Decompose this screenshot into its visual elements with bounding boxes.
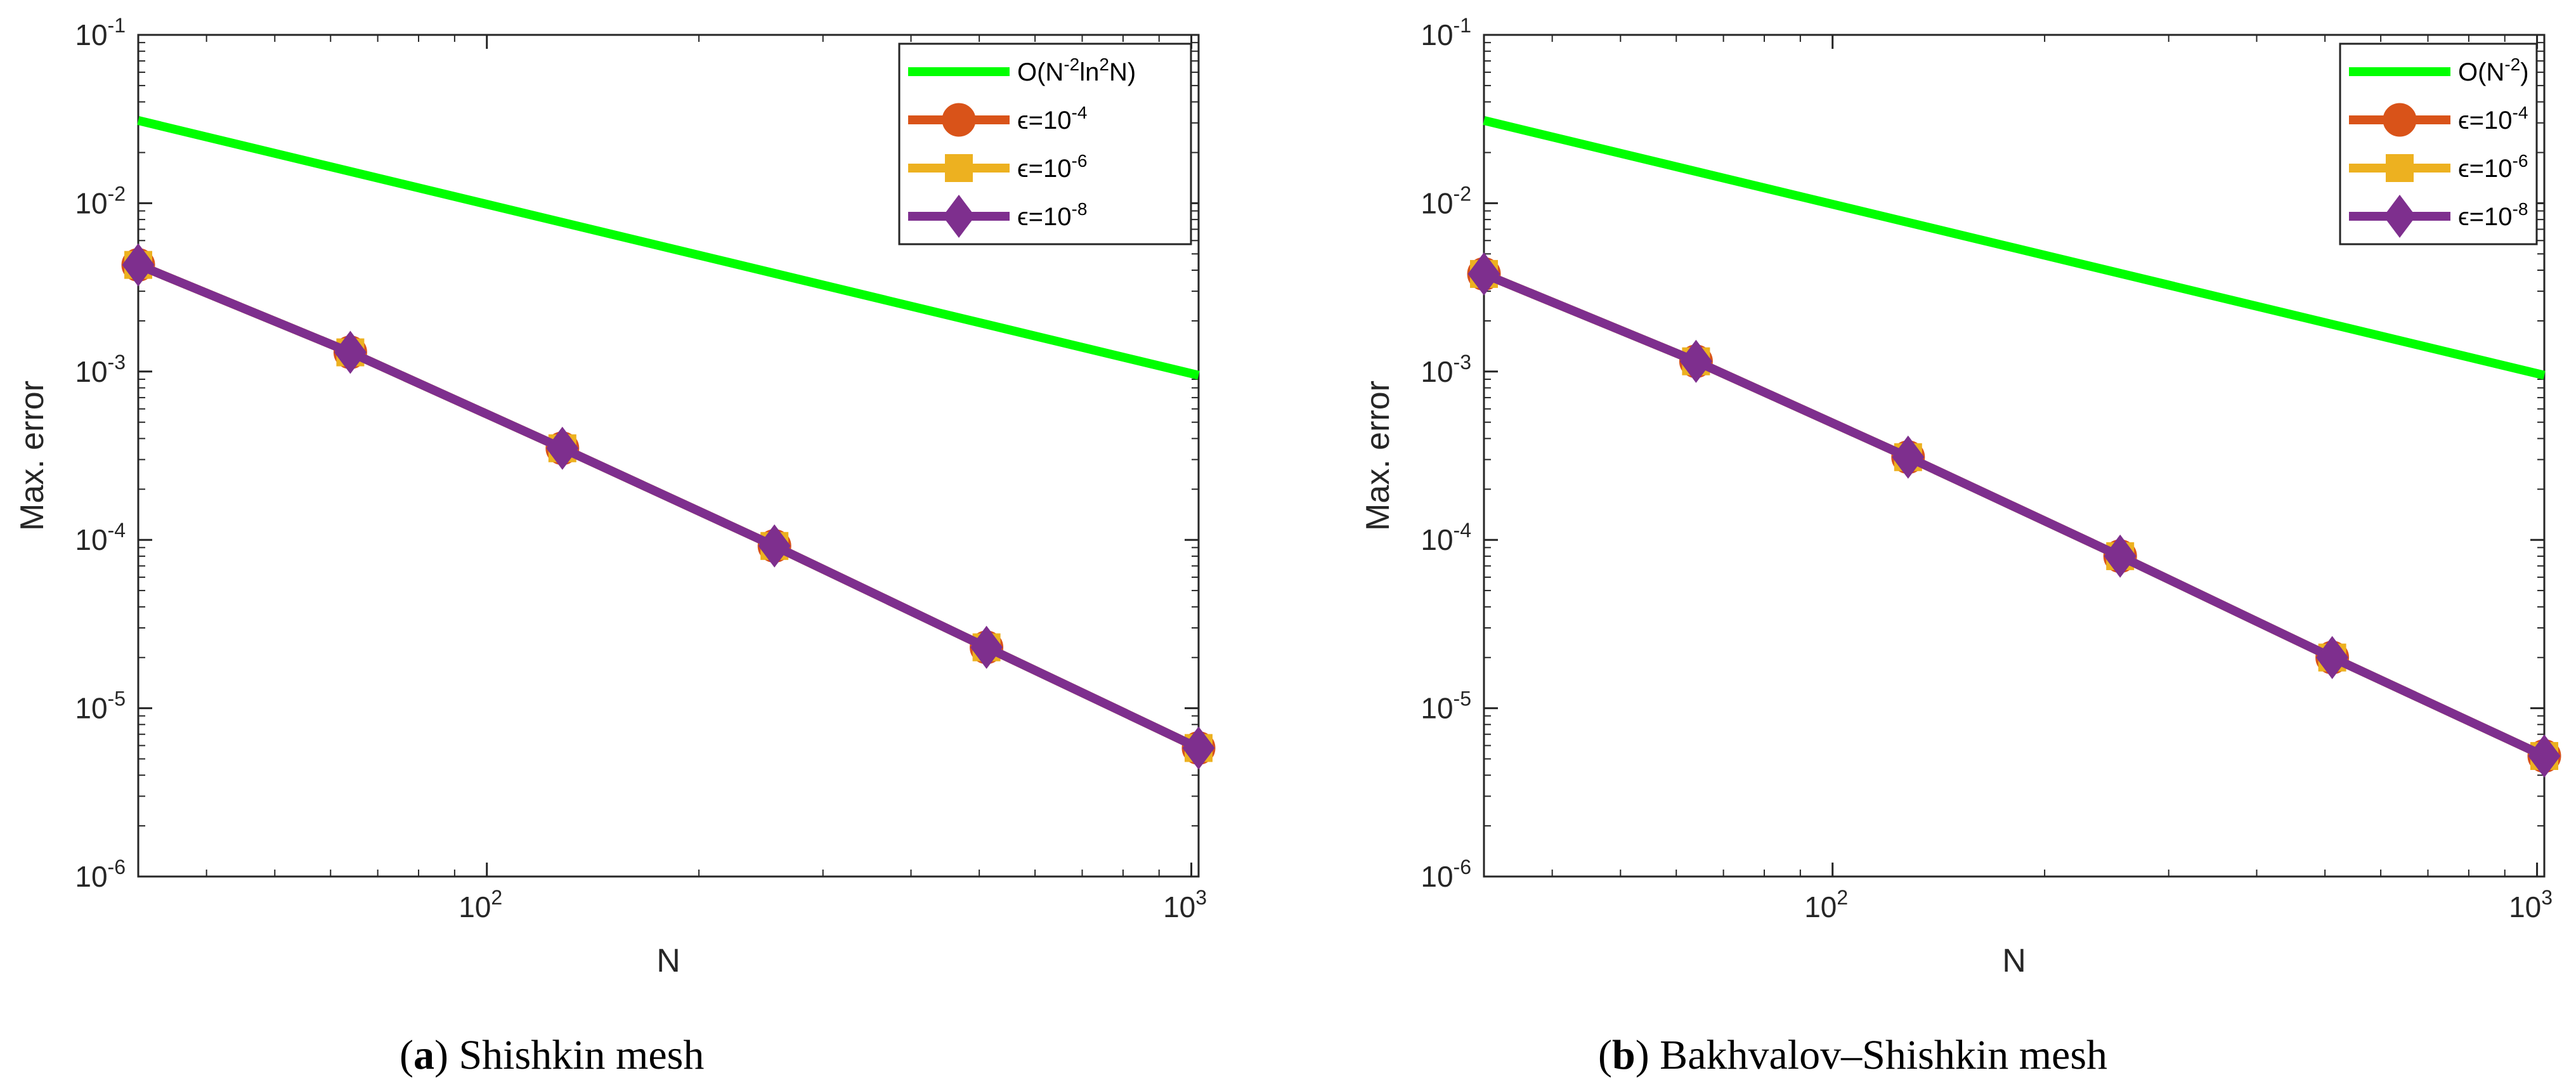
data-point-eps-8 — [334, 330, 367, 374]
reference-line — [1483, 116, 2546, 380]
data-point-eps-8 — [122, 243, 155, 287]
data-point-eps-8 — [1892, 435, 1925, 479]
legend-label: ϵ=10-8 — [1017, 199, 1087, 231]
data-point-eps-8 — [1679, 339, 1712, 383]
legend-marker — [2386, 154, 2414, 182]
legend-label: ϵ=10-4 — [1017, 103, 1087, 134]
chart-panel-b: 10-6 10-5 10-4 10-3 10-2 10-1 102 103 N Max. erro… — [1360, 14, 2561, 1078]
x-axis-label: N — [656, 942, 680, 979]
y-tick-label: 10-1 — [75, 14, 126, 51]
legend-label: ϵ=10-6 — [1017, 151, 1087, 183]
y-tick-label: 10-4 — [1421, 519, 1471, 556]
y-tick-label: 10-6 — [75, 856, 126, 893]
legend-marker — [945, 154, 973, 182]
legend-box — [898, 42, 1192, 245]
legend-label: ϵ=10-8 — [2458, 199, 2528, 231]
y-axis-label: Max. error — [14, 381, 51, 531]
chart-panel-a: 10-6 10-5 10-4 10-3 10-2 10-1 102 103 N Max. erro… — [14, 14, 1216, 1078]
plot-axes-box — [1483, 34, 2546, 878]
reference-line — [137, 116, 1200, 380]
y-tick-label: 10-1 — [1421, 14, 1471, 51]
y-tick-label: 10-5 — [75, 688, 126, 725]
y-tick-label: 10-4 — [75, 519, 126, 556]
legend-box — [2339, 42, 2538, 245]
x-axis-label: N — [2002, 942, 2026, 979]
figure-caption: (b) Bakhvalov–Shishkin mesh — [1598, 1032, 2107, 1078]
y-tick-label: 10-3 — [75, 351, 126, 388]
x-tick-label: 102 — [1804, 886, 1848, 923]
figure-caption: (a) Shishkin mesh — [400, 1032, 704, 1078]
data-point-eps-8 — [1182, 726, 1215, 770]
x-tick-label: 102 — [459, 886, 502, 923]
legend-label: ϵ=10-6 — [2458, 151, 2528, 183]
legend-label: ϵ=10-4 — [2458, 103, 2528, 134]
data-point-eps-8 — [2528, 734, 2561, 778]
data-point-eps-8 — [970, 625, 1003, 669]
y-tick-label: 10-2 — [75, 182, 126, 219]
y-tick-label: 10-5 — [1421, 688, 1471, 725]
data-point-eps-8 — [2316, 636, 2349, 679]
data-point-eps-8 — [758, 524, 791, 568]
legend-marker — [2383, 103, 2417, 137]
data-point-eps-8 — [1467, 252, 1500, 296]
y-tick-label: 10-6 — [1421, 856, 1471, 893]
y-tick-label: 10-3 — [1421, 351, 1471, 388]
y-tick-label: 10-2 — [1421, 182, 1471, 219]
series-line-eps-8 — [136, 261, 1201, 752]
legend-marker — [2383, 195, 2416, 238]
data-point-eps-8 — [546, 426, 579, 470]
legend-marker — [942, 195, 975, 238]
plot-axes-box — [137, 34, 1200, 878]
x-tick-label: 103 — [2509, 886, 2553, 923]
data-point-eps-8 — [2104, 534, 2137, 578]
series-line-eps-8 — [1482, 270, 2546, 760]
y-axis-label: Max. error — [1360, 381, 1396, 531]
legend-label: O(N-2ln2N) — [1017, 55, 1136, 86]
legend-label: O(N-2) — [2458, 55, 2529, 86]
x-tick-label: 103 — [1163, 886, 1207, 923]
legend-marker — [942, 103, 976, 137]
